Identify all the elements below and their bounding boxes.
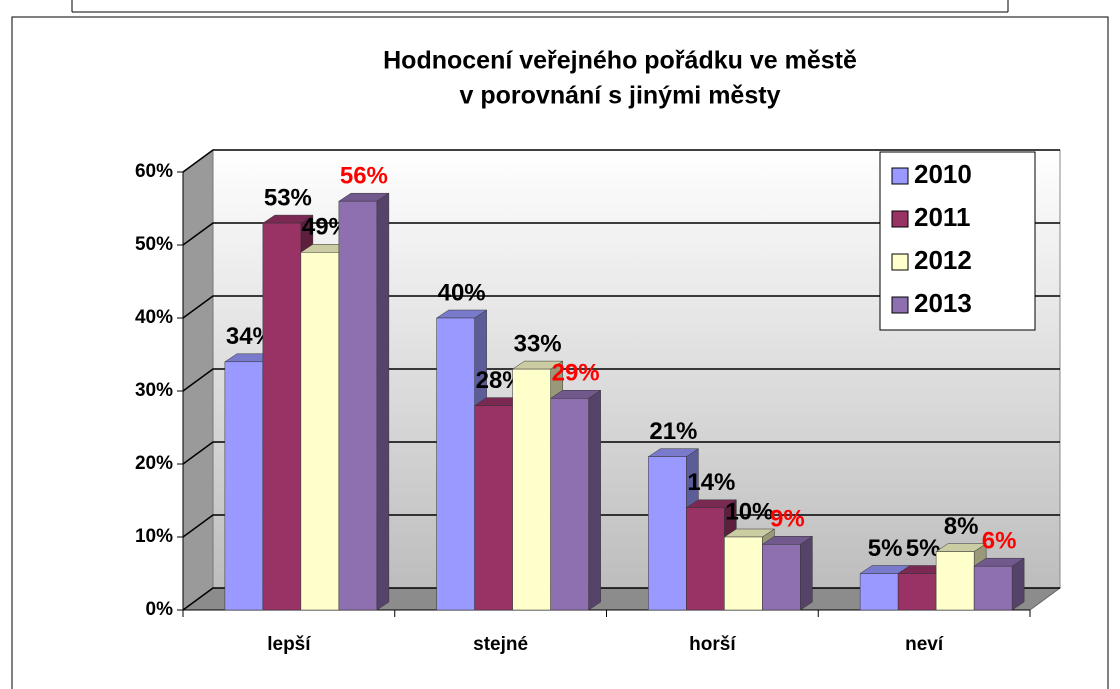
x-tick-label: neví <box>905 634 944 655</box>
bar-side <box>588 389 601 611</box>
bar <box>474 405 513 611</box>
legend-swatch <box>891 253 909 271</box>
bar-side <box>800 535 813 611</box>
legend-label: 2013 <box>914 288 972 318</box>
value-label: 40% <box>438 279 486 306</box>
y-tick-label: 20% <box>135 453 173 474</box>
grid-line <box>182 295 1060 319</box>
value-label: 14% <box>687 469 735 496</box>
bar-side <box>1011 557 1025 611</box>
y-tick-label: 10% <box>135 526 173 547</box>
bar <box>724 536 763 611</box>
value-label: 5% <box>868 535 903 562</box>
value-label: 56% <box>340 163 388 190</box>
value-label: 29% <box>552 360 600 387</box>
chart-title: Hodnocení veřejného pořádku ve městě <box>383 47 857 75</box>
value-label: 9% <box>770 506 805 533</box>
y-tick-label: 0% <box>146 599 174 620</box>
grid-line <box>182 222 1060 246</box>
bar <box>262 222 302 611</box>
value-label: 8% <box>944 513 979 540</box>
bar <box>686 507 725 611</box>
x-tick-label: lepší <box>267 634 311 655</box>
value-label: 21% <box>649 418 697 445</box>
bar-side <box>376 192 390 611</box>
bar <box>550 398 589 611</box>
bar <box>897 573 937 611</box>
bar <box>300 252 340 611</box>
bar <box>935 551 975 611</box>
bar <box>512 368 551 611</box>
value-label: 5% <box>906 535 941 562</box>
bar <box>338 200 378 611</box>
value-label: 53% <box>264 184 312 211</box>
legend-label: 2012 <box>914 245 972 275</box>
bar <box>436 317 475 611</box>
value-label: 6% <box>982 528 1017 555</box>
grid-line <box>182 441 1060 465</box>
grid-line <box>182 368 1060 392</box>
x-tick-label: stejné <box>473 634 528 655</box>
bar <box>973 565 1013 611</box>
chart-title: v porovnání s jinými městy <box>460 82 781 110</box>
x-tick-label: horší <box>689 634 736 655</box>
y-tick-label: 50% <box>135 234 173 255</box>
legend-swatch <box>891 210 909 228</box>
grid-line <box>182 149 1060 173</box>
bar <box>859 573 899 611</box>
value-label: 33% <box>514 330 562 357</box>
bar <box>762 544 801 611</box>
legend-swatch <box>891 296 909 314</box>
bar <box>224 361 264 611</box>
bar <box>648 456 687 611</box>
y-tick-label: 40% <box>135 307 173 328</box>
legend-label: 2010 <box>914 159 972 189</box>
y-tick-label: 30% <box>135 380 173 401</box>
legend-swatch <box>891 167 909 185</box>
value-label: 10% <box>725 498 773 525</box>
legend-label: 2011 <box>914 202 970 232</box>
y-tick-label: 60% <box>135 161 173 182</box>
grid-line <box>182 514 1060 538</box>
